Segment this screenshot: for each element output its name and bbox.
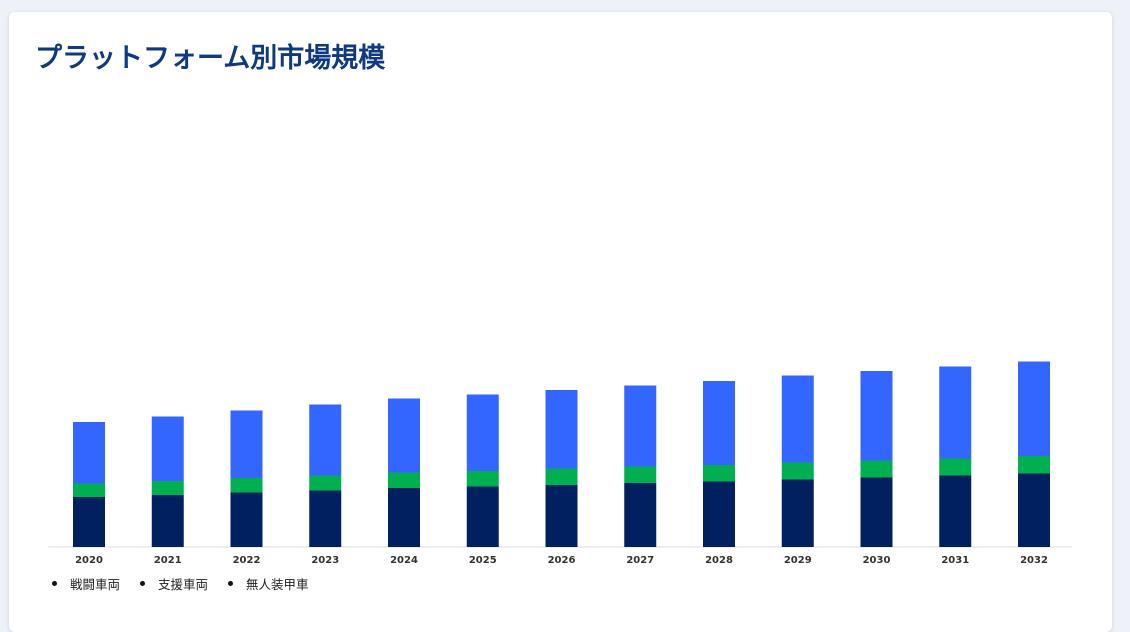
- bar-2030-series-2: [860, 371, 893, 461]
- bar-2025-series-2: [466, 394, 499, 471]
- bars-group: [73, 361, 1050, 547]
- bar-2027-series-1: [624, 466, 657, 483]
- bar-2025-series-0: [466, 486, 499, 547]
- bar-2022-series-0: [230, 492, 263, 547]
- legend-item: 無人装甲車: [228, 574, 309, 593]
- bar-2030-series-1: [860, 460, 893, 478]
- x-tick-label: 2030: [863, 555, 891, 566]
- bar-2032-series-2: [1018, 361, 1050, 456]
- bar-2026-series-1: [545, 468, 578, 485]
- bar-2027-series-0: [624, 483, 657, 547]
- bar-2023-series-2: [309, 404, 342, 476]
- bar-2023-series-0: [309, 490, 342, 547]
- bullet-icon: [140, 581, 146, 586]
- bar-2022-series-2: [230, 410, 263, 478]
- bar-2029-series-1: [781, 462, 814, 480]
- bar-2021-series-2: [151, 416, 184, 481]
- x-tick-label: 2022: [233, 555, 261, 566]
- legend-label: 無人装甲車: [246, 577, 309, 592]
- x-tick-label: 2025: [469, 555, 497, 566]
- bullet-icon: [52, 581, 57, 586]
- x-tick-label: 2023: [311, 555, 339, 566]
- x-tick-label: 2020: [75, 555, 103, 566]
- bar-2021-series-0: [151, 495, 184, 547]
- chart-legend: 戦闘車両 支援車両 無人装甲車: [52, 574, 329, 593]
- bar-2020-series-1: [73, 483, 105, 497]
- x-tick-label: 2024: [390, 555, 418, 566]
- x-tick-label: 2031: [941, 555, 969, 566]
- x-tick-labels: 2020 2021 2022 2023 2024 2025 2026 2027 2028 2029…: [75, 555, 1048, 566]
- bar-2020-series-2: [73, 422, 105, 484]
- bar-2020-series-0: [73, 497, 105, 547]
- bar-2027-series-2: [624, 385, 657, 467]
- chart-title: プラットフォーム別市場規模: [35, 43, 386, 74]
- bar-2024-series-0: [388, 488, 420, 547]
- x-tick-label: 2028: [705, 555, 733, 566]
- bar-2028-series-0: [703, 481, 735, 547]
- bar-2031-series-0: [939, 475, 972, 547]
- bar-2032-series-1: [1018, 456, 1050, 474]
- bar-2028-series-1: [703, 465, 735, 482]
- bar-2026-series-0: [545, 485, 578, 547]
- bar-2024-series-2: [388, 398, 420, 473]
- bar-2028-series-2: [703, 381, 735, 465]
- bar-2029-series-2: [781, 375, 814, 463]
- bar-2029-series-0: [781, 479, 814, 547]
- legend-item: 戦闘車両: [52, 574, 120, 593]
- x-tick-label: 2021: [154, 555, 182, 566]
- bar-2026-series-2: [545, 390, 578, 469]
- legend-item: 支援車両: [140, 574, 208, 593]
- bar-2030-series-0: [860, 477, 893, 547]
- bar-2031-series-1: [939, 458, 972, 476]
- stacked-bar-chart: 2020 2021 2022 2023 2024 2025 2026 2027 2028 2029…: [48, 361, 1072, 566]
- bar-2022-series-1: [230, 478, 263, 493]
- bar-2031-series-2: [939, 366, 972, 459]
- legend-label: 支援車両: [158, 577, 209, 592]
- x-tick-label: 2029: [784, 555, 812, 566]
- bar-2025-series-1: [466, 471, 499, 487]
- bar-2023-series-1: [309, 475, 342, 491]
- bullet-icon: [228, 581, 234, 586]
- x-tick-label: 2026: [548, 555, 576, 566]
- x-tick-label: 2027: [626, 555, 654, 566]
- bar-2032-series-0: [1018, 473, 1050, 547]
- legend-label: 戦闘車両: [70, 577, 121, 592]
- bar-2024-series-1: [388, 472, 420, 488]
- bar-2021-series-1: [151, 481, 184, 495]
- x-tick-label: 2032: [1020, 555, 1048, 566]
